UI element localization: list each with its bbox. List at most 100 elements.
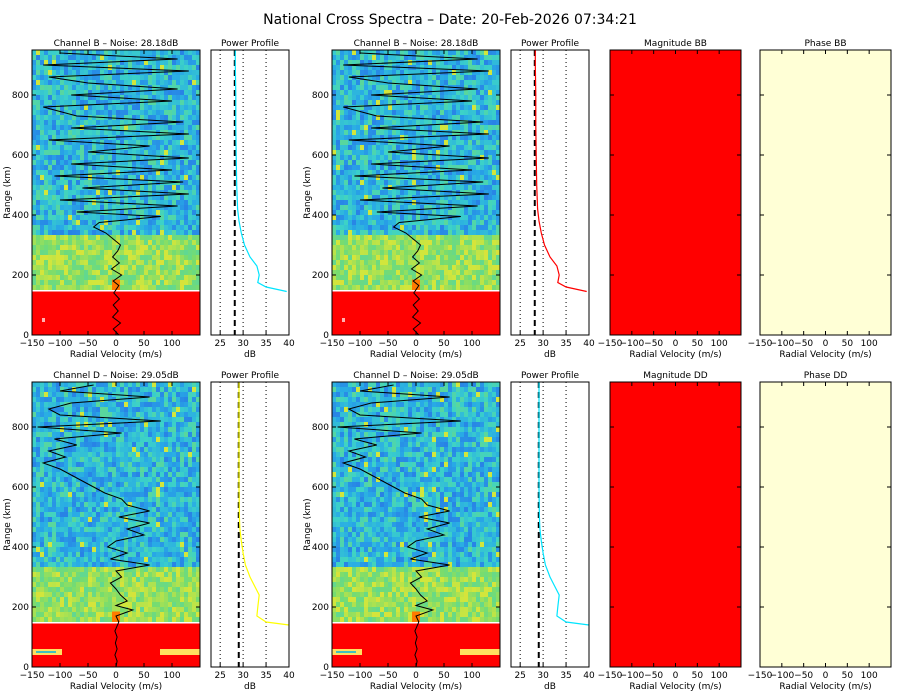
spectra-cell xyxy=(156,382,160,387)
spectra-cell xyxy=(172,260,176,265)
spectra-cell xyxy=(56,65,60,70)
spectra-cell xyxy=(164,155,168,160)
spectra-cell xyxy=(372,105,376,110)
spectra-cell xyxy=(148,75,152,80)
spectra-cell xyxy=(496,160,500,165)
spectra-cell xyxy=(76,225,80,230)
spectra-cell xyxy=(364,280,368,285)
spectra-cell xyxy=(336,200,340,205)
spectra-cell xyxy=(436,285,440,290)
spectra-cell xyxy=(52,387,56,392)
spectra-cell xyxy=(192,140,196,145)
spectra-cell xyxy=(340,245,344,250)
spectra-cell xyxy=(392,260,396,265)
spectra-cell xyxy=(120,220,124,225)
spectra-cell xyxy=(148,417,152,422)
spectra-cell xyxy=(44,407,48,412)
x-tick-label: −150 xyxy=(20,339,45,349)
spectra-cell xyxy=(376,90,380,95)
spectra-cell xyxy=(124,200,128,205)
x-tick-label: −100 xyxy=(619,339,644,349)
spectra-cell xyxy=(408,240,412,245)
spectra-cell xyxy=(172,205,176,210)
spectra-cell xyxy=(420,175,424,180)
spectra-cell xyxy=(416,175,420,180)
spectra-cell xyxy=(432,75,436,80)
spectra-cell xyxy=(52,110,56,115)
spectra-cell xyxy=(412,255,416,260)
spectra-cell xyxy=(484,80,488,85)
spectra-cell xyxy=(140,255,144,260)
spectra-cell xyxy=(168,275,172,280)
spectra-cell xyxy=(124,285,128,290)
spectra-cell xyxy=(484,165,488,170)
spectra-cell xyxy=(444,160,448,165)
spectra-cell xyxy=(68,150,72,155)
spectra-cell xyxy=(420,60,424,65)
spectra-cell xyxy=(372,55,376,60)
spectra-cell xyxy=(456,140,460,145)
spectra-cell xyxy=(164,462,168,467)
spectra-cell xyxy=(144,240,148,245)
spectra-cell xyxy=(488,130,492,135)
spectra-cell xyxy=(60,120,64,125)
spectra-cell xyxy=(360,50,364,55)
spectra-cell xyxy=(84,255,88,260)
spectra-cell xyxy=(120,250,124,255)
spectra-cell xyxy=(36,220,40,225)
spectra-cell xyxy=(356,210,360,215)
spectra-cell xyxy=(448,75,452,80)
spectra-cell xyxy=(40,55,44,60)
spectra-cell xyxy=(88,170,92,175)
spectra-cell xyxy=(380,105,384,110)
spectra-cell xyxy=(356,180,360,185)
spectra-cell xyxy=(80,280,84,285)
spectra-cell xyxy=(32,135,36,140)
spectra-cell xyxy=(36,200,40,205)
spectra-cell xyxy=(124,417,128,422)
spectra-cell xyxy=(332,65,336,70)
spectra-cell xyxy=(360,175,364,180)
spectra-cell xyxy=(116,467,120,472)
spectra-cell xyxy=(40,75,44,80)
spectra-cell xyxy=(76,285,80,290)
spectra-cell xyxy=(476,125,480,130)
spectra-cell xyxy=(116,427,120,432)
spectra-cell xyxy=(132,105,136,110)
spectra-cell xyxy=(100,270,104,275)
spectra-cell xyxy=(156,285,160,290)
spectra-cell xyxy=(92,427,96,432)
spectra-cell xyxy=(44,135,48,140)
spectra-cell xyxy=(428,85,432,90)
spectra-cell xyxy=(196,392,200,397)
spectra-cell xyxy=(376,115,380,120)
spectra-cell xyxy=(392,90,396,95)
spectra-cell xyxy=(484,215,488,220)
spectra-cell xyxy=(448,165,452,170)
spectra-cell xyxy=(76,250,80,255)
spectra-cell xyxy=(340,50,344,55)
spectra-cell xyxy=(60,265,64,270)
spectra-cell xyxy=(416,70,420,75)
spectra-cell xyxy=(168,115,172,120)
spectra-cell xyxy=(124,190,128,195)
spectra-cell xyxy=(80,447,84,452)
spectra-cell xyxy=(60,95,64,100)
spectra-cell xyxy=(468,105,472,110)
spectra-cell xyxy=(388,170,392,175)
spectra-cell xyxy=(108,275,112,280)
spectra-cell xyxy=(364,225,368,230)
spectra-cell xyxy=(432,210,436,215)
spectra-cell xyxy=(56,145,60,150)
spectra-cell xyxy=(108,85,112,90)
spectra-cell xyxy=(492,110,496,115)
spectra-cell xyxy=(448,200,452,205)
spectra-cell xyxy=(100,427,104,432)
spectra-cell xyxy=(488,255,492,260)
spectra-cell xyxy=(132,275,136,280)
spectra-cell xyxy=(100,407,104,412)
spectra-cell xyxy=(80,60,84,65)
spectra-cell xyxy=(364,285,368,290)
spectra-cell xyxy=(340,260,344,265)
spectra-cell xyxy=(444,50,448,55)
